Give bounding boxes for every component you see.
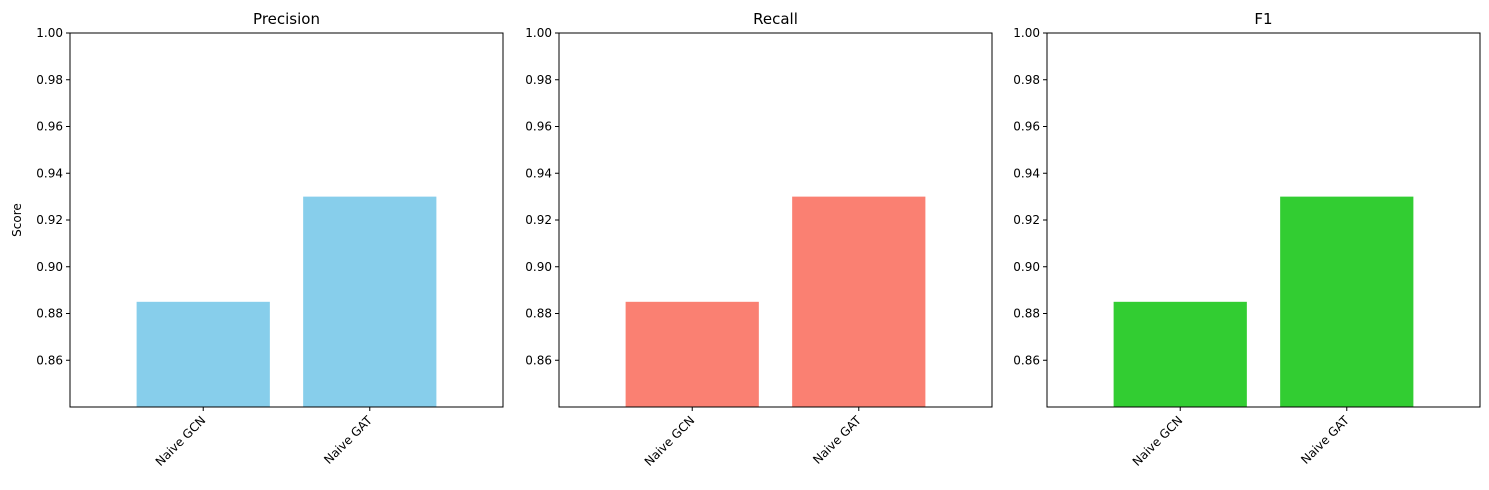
bar-naive-gcn — [136, 301, 270, 407]
axes-frame — [558, 32, 993, 408]
chart-title: Precision — [253, 10, 320, 28]
bar-naive-gat — [303, 196, 437, 407]
y-tick-label: 0.90 — [1013, 260, 1040, 274]
y-tick-label: 0.86 — [36, 353, 63, 367]
y-tick-label: 0.90 — [36, 260, 63, 274]
y-tick-label: 0.88 — [36, 307, 63, 321]
y-tick-label: 0.96 — [525, 120, 552, 134]
x-tick-label: Naive GAT — [810, 413, 864, 467]
chart-title: F1 — [1254, 10, 1272, 28]
y-axis-label: Score — [10, 203, 24, 237]
bar-naive-gcn — [625, 301, 759, 407]
y-tick-label: 0.88 — [525, 307, 552, 321]
f1-chart: 0.86 0.88 0.90 0.92 0.94 0.96 0.98 1.00 Naive GC… — [1013, 10, 1481, 469]
bar-naive-gat — [1280, 196, 1414, 407]
y-tick-label: 0.98 — [36, 73, 63, 87]
y-tick-label: 1.00 — [36, 26, 63, 40]
y-tick-label: 0.96 — [36, 120, 63, 134]
y-tick-label: 0.94 — [1013, 166, 1040, 180]
y-tick-label: 0.94 — [525, 166, 552, 180]
y-tick-label: 0.98 — [1013, 73, 1040, 87]
y-tick-label: 1.00 — [1013, 26, 1040, 40]
y-tick-label: 0.92 — [36, 213, 63, 227]
y-tick-label: 0.86 — [525, 353, 552, 367]
y-tick-label: 0.88 — [1013, 307, 1040, 321]
x-tick-label: Naive GCN — [1130, 413, 1186, 469]
x-tick-label: Naive GAT — [321, 413, 375, 467]
x-tick-label: Naive GAT — [1298, 413, 1352, 467]
y-tick-label: 0.96 — [1013, 120, 1040, 134]
chart-title: Recall — [753, 10, 798, 28]
y-tick-label: 0.98 — [525, 73, 552, 87]
axes-frame — [69, 32, 504, 408]
y-tick-label: 0.94 — [36, 166, 63, 180]
precision-chart: 0.86 0.88 0.90 0.92 0.94 0.96 0.98 1.00 Naive GC… — [10, 10, 504, 469]
y-tick-label: 0.86 — [1013, 353, 1040, 367]
bar-naive-gcn — [1113, 301, 1247, 407]
y-tick-label: 0.92 — [1013, 213, 1040, 227]
recall-chart: 0.86 0.88 0.90 0.92 0.94 0.96 0.98 1.00 Naive GC… — [525, 10, 993, 469]
axes-frame — [1046, 32, 1481, 408]
x-tick-label: Naive GCN — [153, 413, 209, 469]
bar-naive-gat — [792, 196, 926, 407]
y-tick-label: 1.00 — [525, 26, 552, 40]
y-tick-label: 0.90 — [525, 260, 552, 274]
y-tick-label: 0.92 — [525, 213, 552, 227]
x-tick-label: Naive GCN — [642, 413, 698, 469]
